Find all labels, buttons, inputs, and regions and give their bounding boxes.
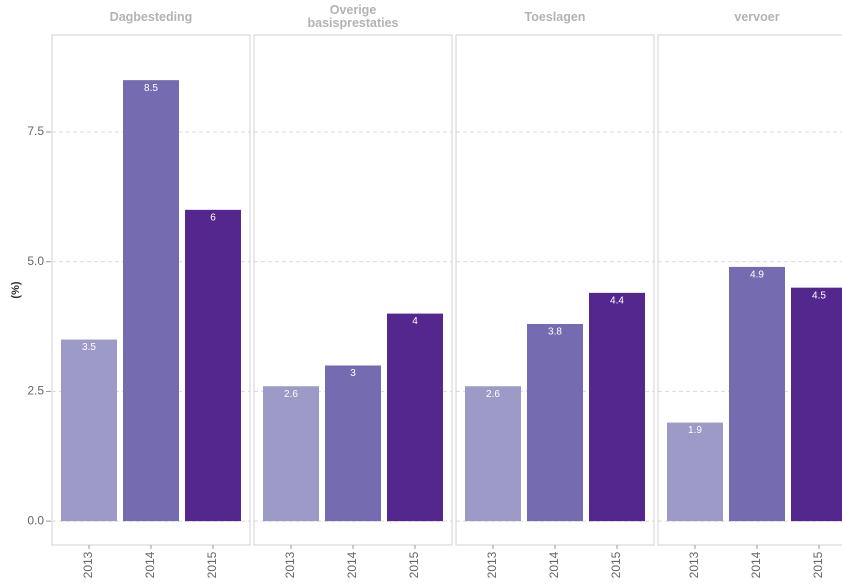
x-tick-label: 2015 — [811, 551, 825, 578]
x-tick-label: 2013 — [485, 551, 499, 578]
value-label: 2.6 — [284, 389, 298, 400]
x-tick-label: 2014 — [749, 551, 763, 578]
x-tick-label: 2014 — [345, 551, 359, 578]
y-axis-label: (%) — [10, 281, 22, 298]
x-tick-label: 2014 — [547, 551, 561, 578]
value-label: 4.4 — [610, 295, 624, 306]
x-tick-label: 2014 — [143, 551, 157, 578]
value-label: 6 — [210, 212, 216, 223]
value-label: 8.5 — [144, 83, 158, 94]
facet-title: Dagbesteding — [109, 10, 193, 24]
bar — [791, 287, 842, 522]
x-tick-label: 2013 — [283, 551, 297, 578]
bar — [61, 339, 117, 522]
bar — [387, 313, 443, 522]
x-tick-label: 2015 — [407, 551, 421, 578]
value-label: 1.9 — [688, 425, 702, 436]
facet-title: vervoer — [734, 10, 780, 24]
value-label: 2.6 — [486, 389, 500, 400]
bar — [465, 386, 521, 522]
x-tick-label: 2013 — [81, 551, 95, 578]
y-tick-label: 5.0 — [27, 254, 44, 268]
bar — [123, 80, 179, 522]
value-label: 3 — [350, 368, 356, 379]
x-tick-label: 2015 — [609, 551, 623, 578]
facet-title: Overige basisprestaties — [307, 3, 399, 30]
value-label: 4.5 — [812, 290, 826, 301]
value-label: 3.5 — [82, 342, 96, 353]
y-tick-label: 7.5 — [27, 124, 44, 138]
value-label: 4.9 — [750, 270, 764, 281]
value-label: 3.8 — [548, 327, 562, 338]
bar — [589, 292, 645, 522]
facet-title: Toeslagen — [524, 10, 586, 24]
bar — [527, 323, 583, 522]
x-tick-label: 2015 — [205, 551, 219, 578]
bar — [729, 266, 785, 522]
value-label: 4 — [412, 316, 418, 327]
x-tick-label: 2013 — [687, 551, 701, 578]
y-tick-label: 0.0 — [27, 513, 44, 527]
y-tick-label: 2.5 — [27, 384, 44, 398]
bar — [263, 386, 319, 522]
bar — [185, 209, 241, 522]
bar — [325, 365, 381, 522]
bar — [667, 422, 723, 522]
